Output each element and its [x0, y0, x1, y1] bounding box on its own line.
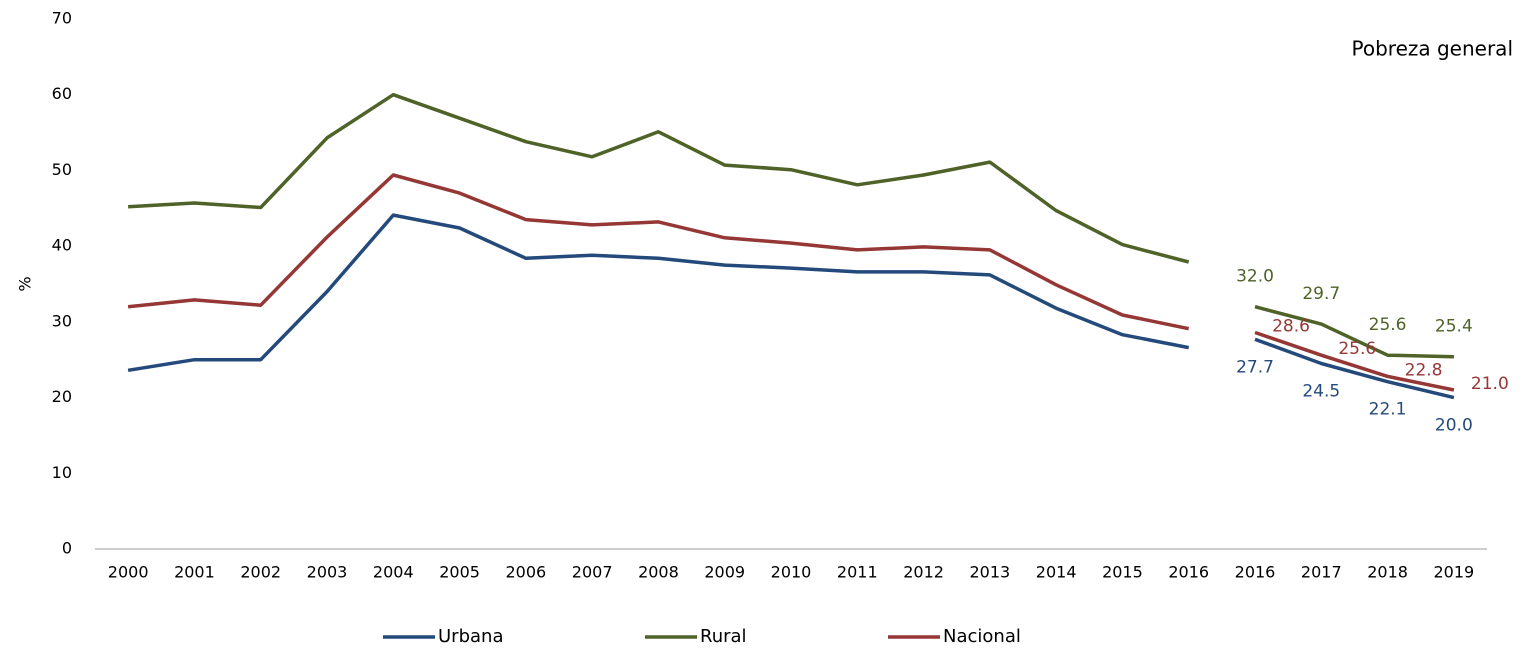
series-line [127, 173, 1190, 331]
y-tick-label: 40 [52, 236, 72, 255]
data-label: 27.7 [1236, 357, 1274, 377]
x-tick-label: 2001 [174, 563, 215, 582]
x-tick-label: 2008 [638, 563, 679, 582]
x-tick-label: 2004 [373, 563, 414, 582]
data-label: 29.7 [1302, 284, 1340, 304]
series-line [127, 213, 1190, 373]
x-tick-label: 2007 [572, 563, 613, 582]
x-tick-label: 2012 [903, 563, 944, 582]
y-tick-label: 50 [52, 160, 72, 179]
x-tick-label: 2011 [837, 563, 878, 582]
legend-label: Urbana [438, 626, 503, 647]
series-line [127, 92, 1190, 264]
x-tick-label: 2000 [108, 563, 149, 582]
y-axis-label: % [16, 276, 35, 291]
y-tick-label: 70 [52, 9, 72, 28]
x-tick-label: 2016 [1168, 563, 1209, 582]
data-label: 21.0 [1471, 374, 1509, 394]
y-tick-label: 30 [52, 311, 72, 330]
x-tick-label: 2016 [1235, 563, 1276, 582]
x-tick-label: 2002 [240, 563, 281, 582]
x-tick-label: 2014 [1036, 563, 1077, 582]
x-tick-label: 2005 [439, 563, 480, 582]
data-label: 20.0 [1435, 416, 1473, 436]
x-tick-label: 2015 [1102, 563, 1143, 582]
x-tick-label: 2018 [1367, 563, 1408, 582]
data-label: 32.0 [1236, 267, 1274, 287]
data-label: 24.5 [1302, 382, 1340, 402]
y-tick-label: 0 [62, 539, 72, 558]
y-tick-label: 20 [52, 387, 72, 406]
data-label: 28.6 [1272, 316, 1310, 336]
x-tick-label: 2010 [771, 563, 812, 582]
x-tick-label: 2009 [704, 563, 745, 582]
x-tick-label: 2003 [307, 563, 348, 582]
x-tick-label: 2017 [1301, 563, 1342, 582]
data-label: 25.6 [1369, 315, 1407, 335]
legend-label: Nacional [943, 626, 1021, 647]
y-tick-label: 60 [52, 84, 72, 103]
data-label: 22.8 [1405, 360, 1443, 380]
series-line [1254, 337, 1455, 400]
data-label: 25.6 [1338, 339, 1376, 359]
x-tick-label: 2019 [1433, 563, 1474, 582]
data-label: 25.4 [1435, 317, 1473, 337]
x-tick-label: 2013 [969, 563, 1010, 582]
x-tick-label: 2006 [505, 563, 546, 582]
data-label: 22.1 [1369, 400, 1407, 420]
chart-title: Pobreza general [1352, 37, 1514, 61]
series-line [1254, 305, 1454, 359]
series-line [1254, 330, 1455, 392]
y-tick-label: 10 [52, 463, 72, 482]
legend-label: Rural [700, 626, 747, 647]
